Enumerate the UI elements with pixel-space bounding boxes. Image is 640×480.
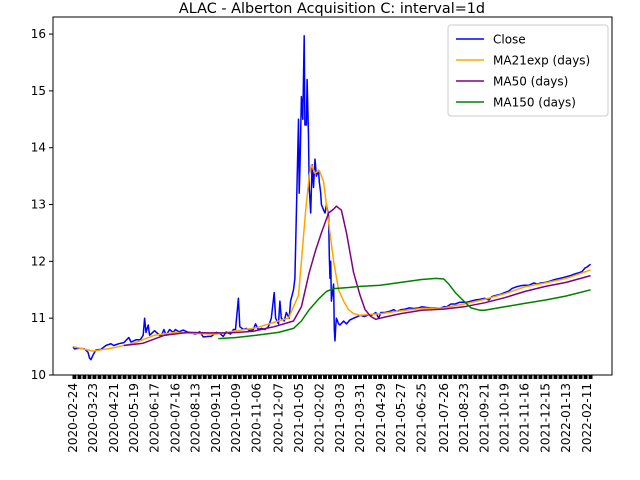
x-tick-label: 2020-03-23 — [86, 383, 100, 453]
series-line-close — [72, 35, 592, 361]
x-tick-label: 2020-08-13 — [188, 383, 202, 453]
x-tick-label: 2021-09-21 — [478, 383, 492, 453]
legend-items: Close MA21exp (days) MA50 (days) MA150 (day… — [456, 33, 590, 110]
x-tick-label: 2020-09-11 — [209, 383, 223, 453]
y-tick-label: 12 — [31, 254, 46, 268]
y-tick-label: 11 — [31, 311, 46, 325]
chart-title: ALAC - Alberton Acquisition C: interval=… — [179, 1, 485, 17]
legend-label: MA150 (days) — [493, 96, 576, 110]
y-tick-label: 16 — [31, 27, 46, 41]
series-line-ma150-days — [218, 277, 591, 340]
legend-label: MA21exp (days) — [493, 54, 590, 68]
x-axis: 2020-02-24 2020-03-23 2020-04-21 2020-05-19… — [66, 375, 594, 453]
y-tick-label: 10 — [31, 368, 46, 382]
legend-box — [447, 24, 609, 117]
x-tick-label: 2021-04-29 — [374, 383, 388, 453]
legend-label: MA50 (days) — [493, 75, 568, 89]
x-tick-label: 2020-12-07 — [271, 383, 285, 453]
y-tick-label: 14 — [31, 141, 46, 155]
legend: Close MA21exp (days) MA50 (days) MA150 (day… — [447, 24, 609, 117]
y-axis: 10 11 12 13 14 15 16 — [31, 27, 53, 382]
x-tick-label: 2020-07-16 — [168, 383, 182, 453]
series-line-ma21exp-days — [72, 163, 591, 352]
x-tick-label: 2021-12-15 — [538, 383, 552, 453]
x-tick-label: 2021-03-03 — [333, 383, 347, 453]
x-tick-label: 2022-01-13 — [559, 383, 573, 453]
x-tick-label: 2021-08-23 — [457, 383, 471, 453]
x-tick-label: 2020-10-09 — [229, 383, 243, 453]
series-line-ma50-days — [123, 205, 591, 347]
x-tick-label: 2020-02-24 — [66, 383, 80, 453]
series-lines — [72, 35, 592, 361]
plot-area — [52, 16, 613, 376]
x-tick-label: 2021-03-31 — [353, 383, 367, 453]
x-tick-label: 2021-01-05 — [292, 383, 306, 453]
x-tick-label: 2021-02-02 — [312, 383, 326, 453]
x-tick-label: 2020-06-17 — [148, 383, 162, 453]
x-tick-label: 2021-05-27 — [394, 383, 408, 453]
legend-label: Close — [493, 33, 526, 47]
x-tick-label: 2020-11-06 — [249, 383, 263, 453]
y-tick-label: 13 — [31, 198, 46, 212]
x-tick-label: 2021-07-26 — [437, 383, 451, 453]
plot-frame — [52, 16, 613, 376]
y-tick-label: 15 — [31, 84, 46, 98]
x-tick-label: 2021-06-25 — [415, 383, 429, 453]
x-tick-label: 2022-02-11 — [580, 383, 594, 453]
x-tick-label: 2020-04-21 — [107, 383, 121, 453]
x-tick-label: 2021-11-16 — [518, 383, 532, 453]
x-tick-label: 2021-10-19 — [498, 383, 512, 453]
x-tick-label: 2020-05-19 — [127, 383, 141, 453]
